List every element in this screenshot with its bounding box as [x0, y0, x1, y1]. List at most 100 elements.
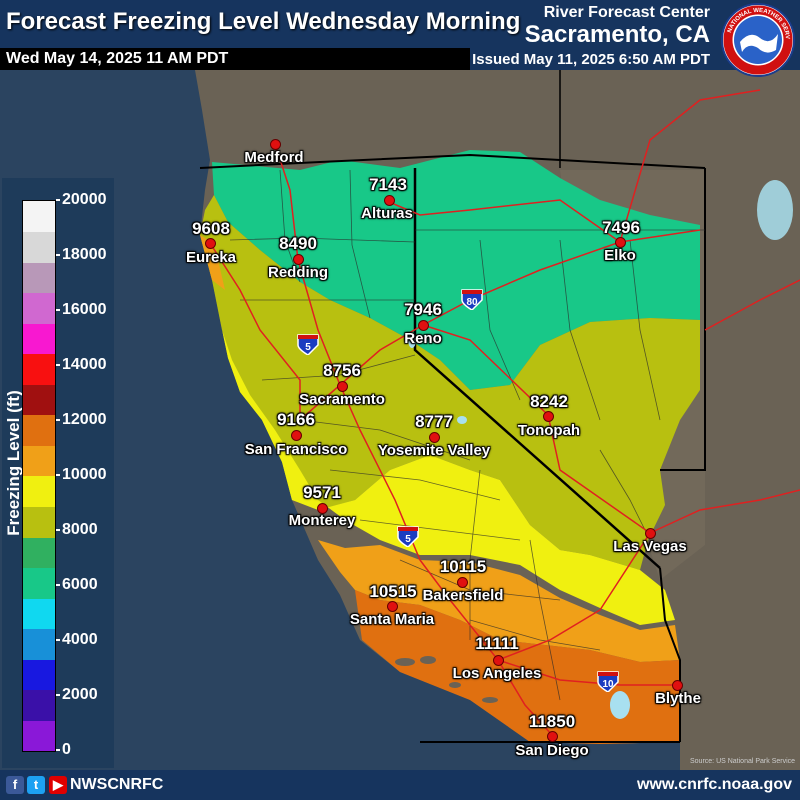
mono-lake	[457, 416, 467, 424]
station-value-elko: 7496	[602, 218, 640, 237]
legend-color-segment	[23, 231, 55, 263]
station-value-monterey: 9571	[303, 483, 341, 502]
interstate-shield: 5	[397, 526, 419, 547]
interstate-shield: 10	[597, 671, 619, 692]
legend-tick-label: 18000	[56, 247, 107, 263]
station-name-bakersfield: Bakersfield	[422, 587, 504, 604]
source-credit: Source: US National Park Service	[690, 758, 796, 765]
station-value-reno: 7946	[404, 300, 442, 319]
office-location: Sacramento, CA	[524, 21, 710, 48]
legend-title: Freezing Level (ft)	[4, 390, 23, 536]
ca-az-border	[659, 567, 681, 742]
station-name-sacramento: Sacramento	[299, 391, 385, 408]
station-marker-san-diego	[547, 731, 558, 742]
legend-tick-label: 10000	[56, 467, 107, 483]
nv-ut-border	[660, 168, 706, 471]
station-marker-redding	[293, 254, 304, 265]
station-value-los-angeles: 11111	[475, 634, 519, 653]
legend-color-segment	[23, 659, 55, 691]
station-marker-bakersfield	[457, 577, 468, 588]
county-lines	[229, 169, 705, 701]
legend-tick-label: 4000	[56, 632, 98, 648]
great-salt-lake	[757, 180, 793, 240]
station-marker-eureka	[205, 238, 216, 249]
nws-logo: NATIONAL WEATHER SERVICE	[720, 2, 795, 77]
website-link[interactable]: www.cnrfc.noaa.gov	[637, 776, 792, 793]
legend-color-segment	[23, 598, 55, 630]
issued-time: Issued May 11, 2025 6:50 AM PDT	[472, 51, 710, 68]
zone-6000-8000	[212, 150, 700, 390]
zone-9000-10000	[220, 320, 675, 625]
zone-10000-11000	[318, 540, 680, 662]
interstate-shield: 5	[297, 334, 319, 355]
legend-tick-label: 12000	[56, 412, 107, 428]
station-marker-las-vegas	[645, 528, 656, 539]
station-name-los-angeles: Los Angeles	[452, 665, 542, 682]
station-marker-monterey	[317, 503, 328, 514]
footer-bar	[0, 770, 800, 800]
station-marker-alturas	[384, 195, 395, 206]
station-value-redding: 8490	[279, 234, 317, 253]
legend-color-segment	[23, 689, 55, 721]
station-marker-reno	[418, 320, 429, 331]
zone-eureka-coast	[200, 235, 225, 290]
station-marker-tonopah	[543, 411, 554, 422]
facebook-icon[interactable]: f	[6, 776, 24, 794]
channel-islands	[395, 656, 498, 703]
station-marker-elko	[615, 237, 626, 248]
station-marker-yosemite-valley	[429, 432, 440, 443]
valid-time: Wed May 14, 2025 11 AM PDT	[6, 50, 229, 67]
legend-tick-label: 6000	[56, 577, 98, 593]
station-name-alturas: Alturas	[361, 205, 413, 222]
station-name-elko: Elko	[604, 247, 636, 264]
legend-color-segment	[23, 476, 55, 508]
station-name-reno: Reno	[404, 330, 442, 347]
legend-color-segment	[23, 567, 55, 599]
station-name-yosemite-valley: Yosemite Valley	[377, 442, 491, 459]
legend-color-segment	[23, 384, 55, 416]
station-name-tonopah: Tonopah	[517, 422, 581, 439]
station-name-redding: Redding	[268, 264, 328, 281]
station-value-tonopah: 8242	[530, 392, 568, 411]
station-marker-santa-maria	[387, 601, 398, 612]
salton-sea	[610, 691, 630, 719]
youtube-icon[interactable]: ▶	[49, 776, 67, 794]
station-value-yosemite-valley: 8777	[415, 412, 453, 431]
legend-color-segment	[23, 506, 55, 538]
station-name-san-francisco: San Francisco	[244, 441, 348, 458]
social-handle[interactable]: NWSCNRFC	[70, 776, 164, 793]
legend-color-segment	[23, 353, 55, 385]
legend-tick-label: 16000	[56, 302, 107, 318]
station-marker-medford	[270, 139, 281, 150]
svg-text:80: 80	[466, 297, 478, 308]
map-title: Forecast Freezing Level Wednesday Mornin…	[6, 8, 521, 35]
station-name-las-vegas: Las Vegas	[613, 538, 687, 555]
legend-tick-label: 0	[56, 742, 71, 758]
station-name-medford: Medford	[244, 149, 304, 166]
svg-text:5: 5	[405, 534, 411, 545]
station-name-monterey: Monterey	[288, 512, 356, 529]
station-value-san-diego: 11850	[528, 712, 576, 731]
ca-nv-border	[413, 168, 661, 569]
twitter-icon[interactable]: t	[27, 776, 45, 794]
legend-color-segment	[23, 628, 55, 660]
station-marker-sacramento	[337, 381, 348, 392]
legend-color-segment	[23, 323, 55, 355]
station-name-san-diego: San Diego	[515, 742, 589, 759]
station-name-santa-maria: Santa Maria	[349, 611, 435, 628]
station-value-bakersfield: 10115	[439, 557, 487, 576]
legend-tick-label: 2000	[56, 687, 98, 703]
legend-color-bar	[22, 200, 56, 752]
valid-time-strip	[0, 48, 470, 70]
legend-color-segment	[23, 262, 55, 294]
legend-color-segment	[23, 414, 55, 446]
office-name: River Forecast Center	[543, 4, 710, 21]
station-value-eureka: 9608	[192, 219, 230, 238]
station-value-santa-maria: 10515	[369, 582, 417, 601]
legend-color-segment	[23, 720, 55, 752]
station-marker-san-francisco	[291, 430, 302, 441]
legend-tick-label: 8000	[56, 522, 98, 538]
station-name-eureka: Eureka	[185, 249, 237, 266]
legend-tick-label: 20000	[56, 192, 107, 208]
lake-tahoe	[408, 332, 416, 348]
